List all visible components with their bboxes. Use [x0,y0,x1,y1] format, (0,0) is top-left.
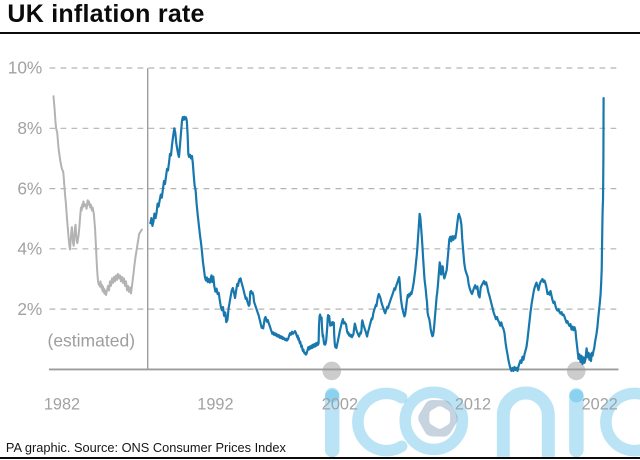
svg-text:2012: 2012 [455,395,491,413]
svg-text:(estimated): (estimated) [48,330,136,350]
svg-text:2022: 2022 [582,395,618,413]
svg-text:1992: 1992 [197,395,233,413]
svg-text:2002: 2002 [322,395,358,413]
svg-text:4%: 4% [17,239,42,259]
svg-text:2%: 2% [17,299,42,319]
svg-text:10%: 10% [8,58,43,78]
svg-text:8%: 8% [17,118,42,138]
svg-text:6%: 6% [17,178,42,198]
svg-text:1982: 1982 [44,395,80,413]
